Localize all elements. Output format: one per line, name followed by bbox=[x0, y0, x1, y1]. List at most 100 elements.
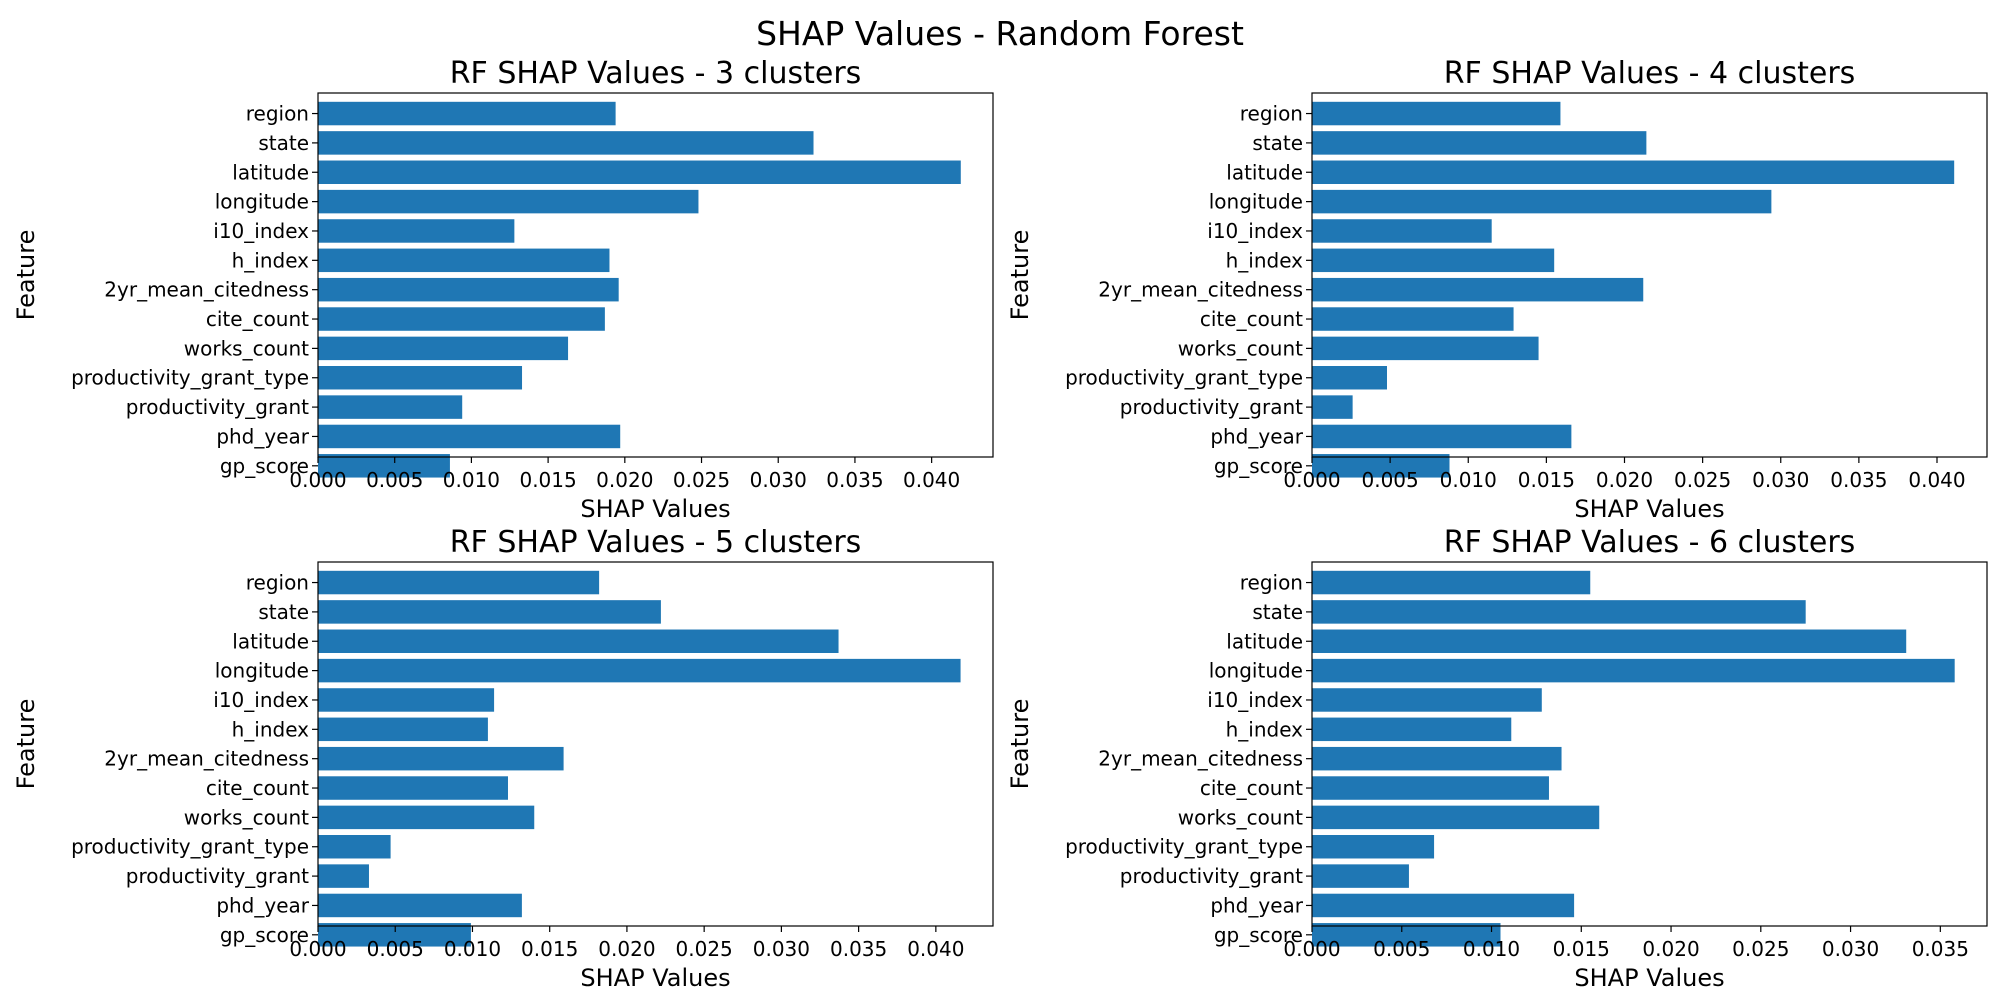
bar-i10_index bbox=[1312, 688, 1542, 712]
bar-cite_count bbox=[1312, 776, 1549, 800]
bar-2yr_mean_citedness bbox=[1312, 277, 1644, 302]
y-tick-label: productivity_grant_type bbox=[71, 835, 309, 859]
y-tick-label: gp_score bbox=[1214, 454, 1303, 478]
bar-latitude bbox=[318, 160, 961, 184]
subplot-title: RF SHAP Values - 3 clusters bbox=[450, 56, 862, 91]
bar-productivity_grant_type bbox=[1312, 835, 1435, 859]
bar-productivity_grant bbox=[1312, 395, 1353, 419]
x-axis-label: SHAP Values bbox=[1574, 495, 1724, 523]
bar-latitude bbox=[1312, 629, 1907, 653]
y-tick-label: h_index bbox=[232, 717, 310, 741]
subplot-3: region state latitude longitude i10_index h_i… bbox=[12, 525, 994, 992]
x-tick-label: 0.040 bbox=[903, 468, 960, 492]
y-tick-label: latitude bbox=[232, 629, 309, 653]
x-tick-label: 0.035 bbox=[1912, 937, 1969, 961]
bar-region bbox=[318, 570, 600, 595]
subplot-grid: region state latitude longitude i10_index h_i… bbox=[12, 56, 1988, 992]
x-tick-label: 0.020 bbox=[596, 468, 653, 492]
y-tick-label: region bbox=[246, 102, 309, 126]
y-tick-label: gp_score bbox=[220, 454, 309, 478]
y-axis-label: Feature bbox=[12, 230, 40, 321]
y-tick-label: phd_year bbox=[1210, 893, 1303, 917]
y-tick-label: cite_count bbox=[1200, 776, 1303, 800]
y-tick-label: works_count bbox=[184, 805, 309, 829]
y-tick-label: works_count bbox=[1178, 805, 1303, 829]
bar-2yr_mean_citedness bbox=[318, 746, 564, 771]
bar-works_count bbox=[1312, 336, 1539, 361]
bar-region bbox=[318, 101, 616, 126]
bar-latitude bbox=[1312, 160, 1955, 184]
y-tick-label: phd_year bbox=[216, 893, 309, 917]
x-tick-label: 0.040 bbox=[907, 937, 964, 961]
x-tick-label: 0.015 bbox=[519, 468, 576, 492]
bar-productivity_grant bbox=[318, 395, 463, 419]
y-tick-label: i10_index bbox=[1207, 219, 1303, 243]
bar-productivity_grant_type bbox=[1312, 366, 1387, 390]
y-tick-label: state bbox=[258, 600, 309, 624]
x-tick-label: 0.005 bbox=[1373, 937, 1430, 961]
y-tick-label: longitude bbox=[215, 190, 309, 214]
x-tick-label: 0.000 bbox=[1283, 937, 1340, 961]
x-tick-label: 0.030 bbox=[753, 937, 810, 961]
y-tick-label: region bbox=[1240, 571, 1303, 595]
y-axis-label: Feature bbox=[1006, 699, 1034, 790]
bar-gp_score bbox=[318, 454, 450, 478]
y-tick-label: i10_index bbox=[213, 219, 309, 243]
bar-h_index bbox=[1312, 248, 1555, 273]
y-tick-label: phd_year bbox=[1210, 424, 1303, 448]
x-tick-label: 0.025 bbox=[676, 937, 733, 961]
bar-phd_year bbox=[318, 893, 522, 918]
bar-longitude bbox=[1312, 189, 1772, 214]
y-tick-label: works_count bbox=[1178, 336, 1303, 360]
bar-cite_count bbox=[318, 776, 508, 800]
y-tick-label: h_index bbox=[232, 248, 310, 272]
bar-gp_score bbox=[1312, 454, 1450, 478]
x-tick-label: 0.015 bbox=[1553, 937, 1610, 961]
x-axis-label: SHAP Values bbox=[580, 964, 730, 992]
axes-frame bbox=[317, 561, 994, 927]
x-tick-label: 0.010 bbox=[443, 468, 500, 492]
bar-productivity_grant_type bbox=[318, 366, 523, 390]
y-tick-label: i10_index bbox=[213, 688, 309, 712]
axes-frame bbox=[1311, 561, 1988, 927]
y-tick-label: h_index bbox=[1226, 717, 1304, 741]
x-tick-label: 0.015 bbox=[521, 937, 578, 961]
y-tick-label: productivity_grant_type bbox=[1065, 835, 1303, 859]
bar-h_index bbox=[318, 248, 610, 273]
y-tick-label: h_index bbox=[1226, 248, 1304, 272]
subplot-2: region state latitude longitude i10_index h_i… bbox=[1006, 56, 1988, 523]
x-tick-label: 0.010 bbox=[444, 937, 501, 961]
bar-i10_index bbox=[1312, 219, 1492, 243]
bar-state bbox=[1312, 600, 1806, 624]
bar-productivity_grant_type bbox=[318, 835, 391, 859]
bar-productivity_grant bbox=[1312, 864, 1409, 888]
bar-longitude bbox=[1312, 658, 1955, 683]
x-tick-label: 0.000 bbox=[1283, 468, 1340, 492]
x-tick-label: 0.025 bbox=[1732, 937, 1789, 961]
bar-works_count bbox=[318, 336, 569, 361]
y-tick-label: longitude bbox=[1209, 190, 1303, 214]
bar-region bbox=[1312, 570, 1591, 595]
bar-phd_year bbox=[1312, 893, 1575, 918]
x-tick-label: 0.025 bbox=[673, 468, 730, 492]
y-axis-label: Feature bbox=[12, 699, 40, 790]
x-tick-label: 0.005 bbox=[1361, 468, 1418, 492]
bar-region bbox=[1312, 101, 1561, 126]
x-tick-label: 0.010 bbox=[1463, 937, 1520, 961]
bar-longitude bbox=[318, 189, 699, 214]
y-tick-label: works_count bbox=[184, 336, 309, 360]
x-tick-label: 0.020 bbox=[1596, 468, 1653, 492]
x-tick-label: 0.035 bbox=[830, 937, 887, 961]
y-tick-label: cite_count bbox=[1200, 307, 1303, 331]
x-tick-label: 0.020 bbox=[1642, 937, 1699, 961]
y-tick-label: region bbox=[246, 571, 309, 595]
y-tick-label: productivity_grant bbox=[126, 864, 309, 888]
y-tick-label: productivity_grant_type bbox=[71, 366, 309, 390]
y-tick-label: state bbox=[1252, 600, 1303, 624]
bar-cite_count bbox=[1312, 307, 1514, 331]
y-tick-label: state bbox=[258, 131, 309, 155]
y-tick-label: gp_score bbox=[1214, 923, 1303, 947]
y-tick-label: longitude bbox=[215, 659, 309, 683]
bar-state bbox=[318, 131, 814, 155]
y-tick-label: latitude bbox=[232, 160, 309, 184]
